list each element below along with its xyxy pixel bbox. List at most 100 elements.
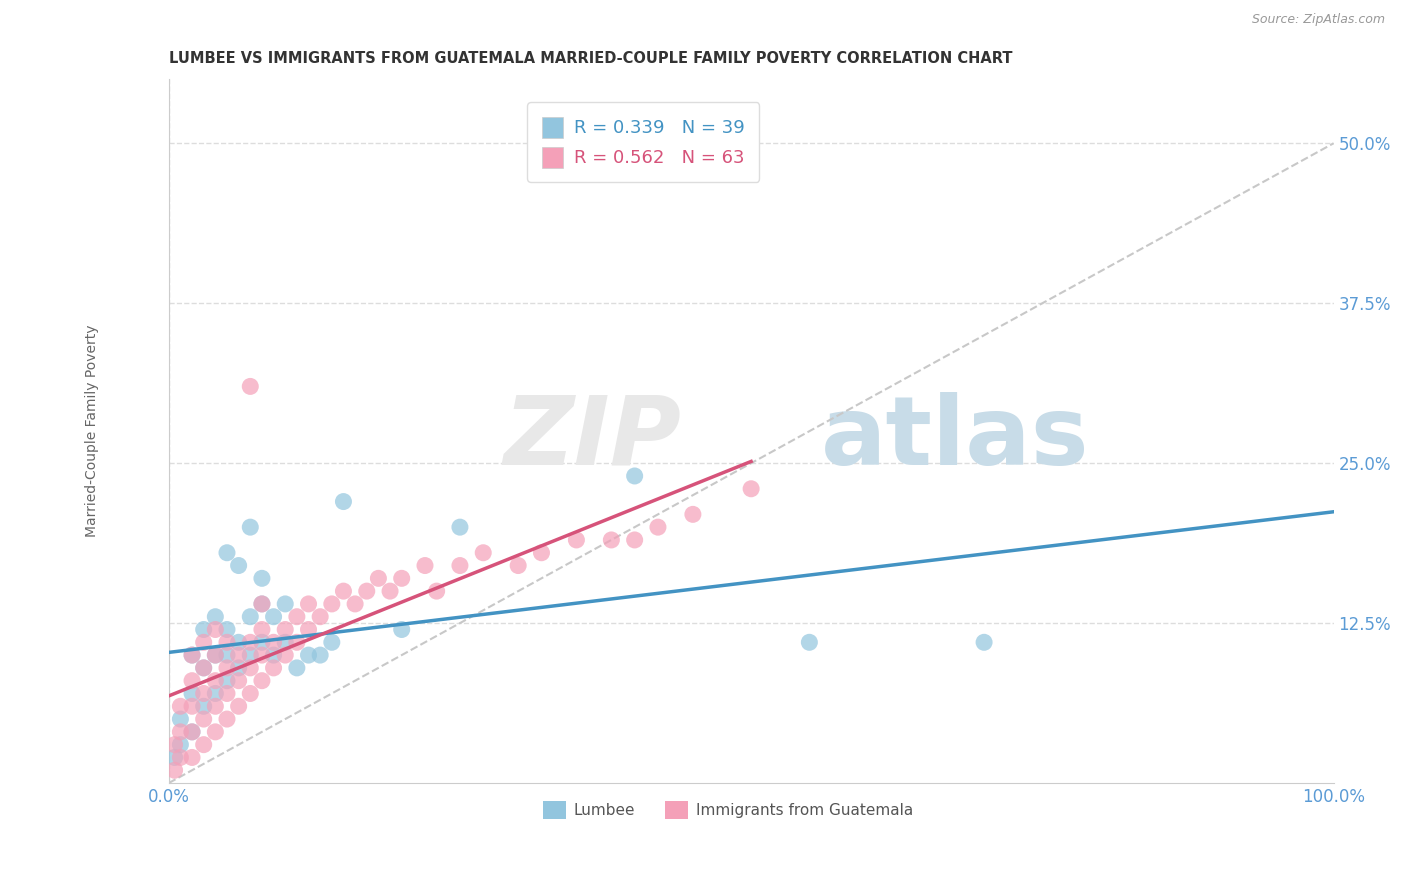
Point bbox=[193, 712, 215, 726]
Point bbox=[193, 661, 215, 675]
Point bbox=[263, 635, 285, 649]
Point bbox=[215, 712, 238, 726]
Point bbox=[250, 597, 273, 611]
Point bbox=[378, 584, 401, 599]
Point bbox=[215, 661, 238, 675]
Legend: Lumbee, Immigrants from Guatemala: Lumbee, Immigrants from Guatemala bbox=[537, 795, 920, 825]
Point bbox=[193, 699, 215, 714]
Point bbox=[239, 520, 262, 534]
Point bbox=[285, 609, 308, 624]
Point bbox=[215, 623, 238, 637]
Point bbox=[204, 623, 226, 637]
Point bbox=[682, 508, 704, 522]
Point bbox=[309, 648, 332, 662]
Point bbox=[215, 686, 238, 700]
Point bbox=[169, 712, 191, 726]
Point bbox=[356, 584, 378, 599]
Point bbox=[181, 750, 204, 764]
Point bbox=[508, 558, 530, 573]
Point bbox=[250, 673, 273, 688]
Point bbox=[321, 597, 343, 611]
Point bbox=[163, 750, 186, 764]
Point bbox=[181, 648, 204, 662]
Point bbox=[204, 724, 226, 739]
Text: Source: ZipAtlas.com: Source: ZipAtlas.com bbox=[1251, 13, 1385, 27]
Point bbox=[204, 673, 226, 688]
Point bbox=[973, 635, 995, 649]
Point bbox=[274, 597, 297, 611]
Point bbox=[297, 597, 319, 611]
Point bbox=[250, 635, 273, 649]
Point bbox=[193, 623, 215, 637]
Point bbox=[228, 673, 250, 688]
Y-axis label: Married-Couple Family Poverty: Married-Couple Family Poverty bbox=[86, 325, 100, 538]
Point bbox=[332, 494, 354, 508]
Point bbox=[449, 558, 471, 573]
Point bbox=[181, 673, 204, 688]
Point bbox=[263, 648, 285, 662]
Point bbox=[449, 520, 471, 534]
Point bbox=[426, 584, 449, 599]
Text: ZIP: ZIP bbox=[503, 392, 682, 484]
Point bbox=[250, 571, 273, 585]
Point bbox=[193, 686, 215, 700]
Point bbox=[250, 648, 273, 662]
Point bbox=[228, 661, 250, 675]
Point bbox=[215, 648, 238, 662]
Point bbox=[274, 648, 297, 662]
Point bbox=[472, 546, 495, 560]
Point bbox=[413, 558, 436, 573]
Point bbox=[740, 482, 762, 496]
Point bbox=[204, 648, 226, 662]
Point bbox=[181, 648, 204, 662]
Point bbox=[215, 635, 238, 649]
Point bbox=[239, 379, 262, 393]
Point bbox=[169, 750, 191, 764]
Point bbox=[274, 623, 297, 637]
Point bbox=[228, 699, 250, 714]
Point bbox=[181, 699, 204, 714]
Point bbox=[799, 635, 821, 649]
Point bbox=[285, 635, 308, 649]
Point bbox=[391, 623, 413, 637]
Point bbox=[163, 738, 186, 752]
Point bbox=[297, 648, 319, 662]
Point bbox=[215, 546, 238, 560]
Point bbox=[309, 609, 332, 624]
Point bbox=[204, 648, 226, 662]
Point bbox=[193, 738, 215, 752]
Point bbox=[263, 609, 285, 624]
Point bbox=[600, 533, 623, 547]
Point bbox=[239, 686, 262, 700]
Point bbox=[367, 571, 389, 585]
Point bbox=[332, 584, 354, 599]
Point bbox=[250, 597, 273, 611]
Point bbox=[250, 623, 273, 637]
Point bbox=[344, 597, 367, 611]
Text: LUMBEE VS IMMIGRANTS FROM GUATEMALA MARRIED-COUPLE FAMILY POVERTY CORRELATION CH: LUMBEE VS IMMIGRANTS FROM GUATEMALA MARR… bbox=[169, 51, 1012, 66]
Point bbox=[297, 623, 319, 637]
Point bbox=[530, 546, 553, 560]
Point bbox=[647, 520, 669, 534]
Point bbox=[163, 764, 186, 778]
Point bbox=[169, 724, 191, 739]
Point bbox=[193, 635, 215, 649]
Point bbox=[204, 609, 226, 624]
Point bbox=[239, 609, 262, 624]
Point bbox=[181, 724, 204, 739]
Point bbox=[181, 724, 204, 739]
Point bbox=[228, 648, 250, 662]
Point bbox=[239, 635, 262, 649]
Point bbox=[274, 635, 297, 649]
Point bbox=[204, 699, 226, 714]
Point bbox=[169, 699, 191, 714]
Point bbox=[215, 673, 238, 688]
Text: atlas: atlas bbox=[821, 392, 1090, 484]
Point bbox=[623, 469, 645, 483]
Point bbox=[239, 661, 262, 675]
Point bbox=[228, 635, 250, 649]
Point bbox=[321, 635, 343, 649]
Point bbox=[391, 571, 413, 585]
Point bbox=[565, 533, 588, 547]
Point bbox=[239, 648, 262, 662]
